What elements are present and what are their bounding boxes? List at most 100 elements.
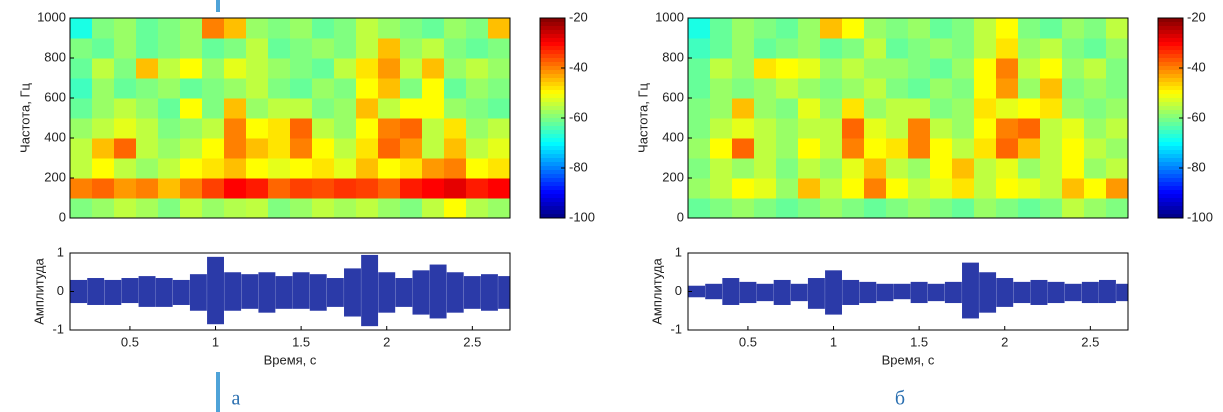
- colorbar-band: [540, 78, 565, 83]
- colorbar-band: [540, 162, 565, 167]
- waveform-segment: [1013, 281, 1031, 304]
- heat-cell: [996, 158, 1019, 179]
- heat-cell: [776, 18, 799, 39]
- heat-cell: [688, 138, 711, 159]
- heat-cell: [158, 98, 181, 119]
- heat-cell: [974, 98, 997, 119]
- heat-cell: [290, 118, 313, 139]
- heat-cell: [180, 58, 203, 79]
- heat-cell: [952, 58, 975, 79]
- colorbar-band: [540, 206, 565, 211]
- heat-cell: [444, 78, 467, 99]
- heat-cell: [312, 18, 335, 39]
- y-tick-label: 0: [677, 209, 684, 224]
- y-tick-label: 600: [44, 89, 66, 104]
- heat-cell: [710, 118, 733, 139]
- heat-cell: [224, 138, 247, 159]
- heat-cell: [974, 198, 997, 219]
- heat-cell: [466, 78, 489, 99]
- heat-cell: [92, 198, 115, 219]
- heat-cell: [466, 198, 489, 219]
- waveform-segment: [429, 264, 447, 319]
- colorbar-tick-label: -80: [569, 159, 588, 174]
- heat-cell: [820, 138, 843, 159]
- colorbar-tick-label: -60: [569, 109, 588, 124]
- heat-cell: [400, 18, 423, 39]
- heat-cell: [842, 118, 865, 139]
- heat-cell: [732, 38, 755, 59]
- heat-cell: [820, 178, 843, 199]
- heat-cell: [422, 38, 445, 59]
- heat-cell: [224, 18, 247, 39]
- heat-cell: [202, 38, 225, 59]
- heat-cell: [444, 158, 467, 179]
- colorbar-band: [1158, 162, 1183, 167]
- colorbar-band: [540, 42, 565, 47]
- heat-cell: [798, 98, 821, 119]
- heat-cell: [886, 98, 909, 119]
- waveform-segment: [842, 279, 860, 305]
- x-axis-label: Время, с: [264, 352, 317, 367]
- y-tick-label: 1000: [655, 9, 684, 24]
- colorbar-tick-label: -80: [1187, 159, 1206, 174]
- heat-cell: [180, 118, 203, 139]
- colorbar-band: [1158, 194, 1183, 199]
- y-tick-label: 0: [675, 283, 682, 298]
- heat-cell: [312, 78, 335, 99]
- heat-cell: [114, 38, 137, 59]
- heat-cell: [820, 78, 843, 99]
- waveform-segment: [996, 278, 1014, 307]
- y-tick-label: 800: [662, 49, 684, 64]
- heat-cell: [688, 38, 711, 59]
- heat-cell: [776, 38, 799, 59]
- heat-cell: [930, 158, 953, 179]
- colorbar-band: [540, 138, 565, 143]
- heat-cell: [864, 38, 887, 59]
- heat-cell: [290, 78, 313, 99]
- colorbar-band: [540, 190, 565, 195]
- heat-cell: [1106, 18, 1129, 39]
- heat-cell: [224, 98, 247, 119]
- waveform-segment: [498, 276, 510, 309]
- colorbar-tick-label: -20: [1187, 9, 1206, 24]
- waveform-segment: [979, 272, 997, 313]
- heat-cell: [334, 98, 357, 119]
- waveform-segment: [1064, 283, 1082, 302]
- colorbar-band: [1158, 102, 1183, 107]
- heat-cell: [710, 18, 733, 39]
- waveform-segment: [1081, 281, 1099, 304]
- waveform-segment: [121, 278, 139, 304]
- heat-cell: [246, 158, 269, 179]
- colorbar-band: [1158, 66, 1183, 71]
- heat-cell: [842, 18, 865, 39]
- heat-cell: [930, 38, 953, 59]
- heat-cell: [202, 78, 225, 99]
- heat-cell: [820, 98, 843, 119]
- heat-cell: [864, 178, 887, 199]
- heat-cell: [732, 118, 755, 139]
- heat-cell: [908, 78, 931, 99]
- heat-cell: [246, 98, 269, 119]
- x-tick-label: 2: [383, 334, 390, 349]
- heat-cell: [886, 158, 909, 179]
- heat-cell: [996, 138, 1019, 159]
- heat-cell: [114, 18, 137, 39]
- heat-cell: [754, 158, 777, 179]
- y-tick-label: -1: [670, 321, 682, 336]
- y-axis-label: Амплитуда: [649, 257, 664, 324]
- heat-cell: [1106, 38, 1129, 59]
- heat-cell: [974, 138, 997, 159]
- waveform-segment: [463, 276, 481, 309]
- waveform-segment: [1098, 279, 1116, 304]
- waveform-segment: [172, 279, 190, 305]
- heat-cell: [488, 78, 511, 99]
- heat-cell: [974, 18, 997, 39]
- heat-cell: [1018, 158, 1041, 179]
- heat-cell: [92, 98, 115, 119]
- heat-cell: [466, 38, 489, 59]
- waveform-segment: [773, 279, 791, 305]
- heat-cell: [70, 198, 93, 219]
- heat-cell: [356, 118, 379, 139]
- heat-cell: [268, 138, 291, 159]
- heat-cell: [732, 18, 755, 39]
